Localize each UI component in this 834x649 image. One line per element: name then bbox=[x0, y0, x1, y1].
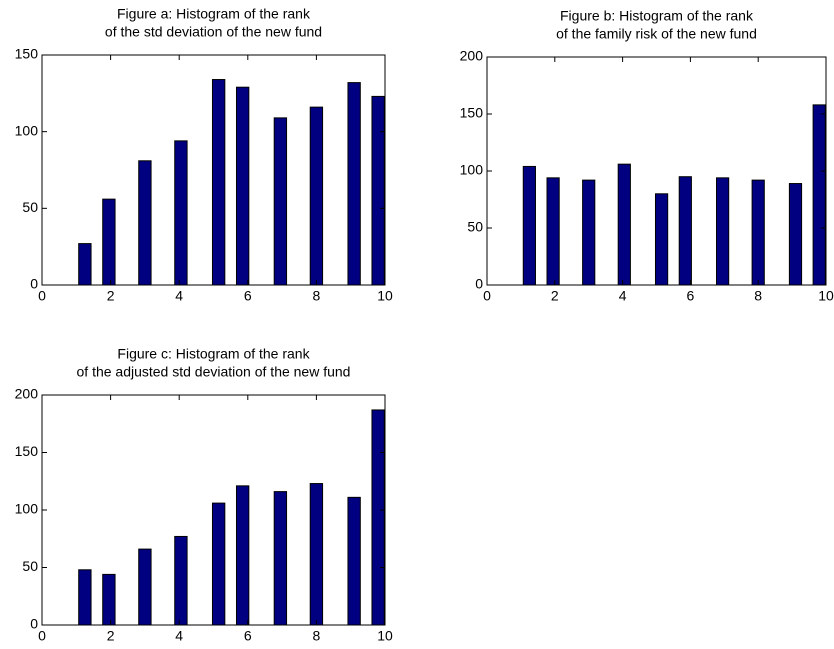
x-tick-label: 8 bbox=[754, 288, 762, 304]
x-tick-label: 8 bbox=[313, 628, 321, 644]
bar bbox=[138, 548, 152, 626]
bar bbox=[235, 485, 250, 626]
y-tick-label: 150 bbox=[15, 46, 39, 62]
bar bbox=[347, 496, 361, 626]
chart-title: Figure c: Histogram of the rank bbox=[117, 346, 310, 362]
bar bbox=[371, 95, 385, 286]
bar bbox=[371, 409, 385, 626]
y-tick-label: 200 bbox=[15, 386, 39, 402]
bar bbox=[309, 106, 324, 286]
y-tick-label: 0 bbox=[30, 276, 38, 292]
bar bbox=[812, 104, 826, 286]
x-tick-label: 2 bbox=[107, 288, 115, 304]
bar bbox=[716, 177, 730, 286]
x-tick-label: 2 bbox=[107, 628, 115, 644]
x-tick-label: 2 bbox=[551, 288, 559, 304]
y-tick-label: 50 bbox=[22, 558, 38, 574]
x-tick-label: 10 bbox=[377, 288, 393, 304]
bar bbox=[546, 177, 560, 286]
x-tick-label: 0 bbox=[483, 288, 491, 304]
y-tick-label: 50 bbox=[467, 219, 483, 235]
bar bbox=[522, 165, 536, 286]
bar bbox=[751, 179, 765, 286]
bar bbox=[102, 573, 116, 626]
chart-title: of the adjusted std deviation of the new… bbox=[77, 364, 351, 380]
x-tick-label: 8 bbox=[313, 288, 321, 304]
y-tick-label: 200 bbox=[460, 48, 484, 64]
chart-title: Figure a: Histogram of the rank bbox=[117, 6, 311, 22]
x-tick-label: 10 bbox=[818, 288, 834, 304]
x-tick-label: 6 bbox=[244, 628, 252, 644]
bar bbox=[678, 176, 692, 286]
y-tick-label: 100 bbox=[460, 162, 484, 178]
bar bbox=[78, 243, 92, 286]
x-tick-label: 4 bbox=[175, 288, 183, 304]
bar bbox=[174, 535, 188, 626]
bar bbox=[102, 198, 116, 286]
bar bbox=[138, 160, 152, 286]
bar bbox=[617, 163, 631, 286]
bar bbox=[273, 491, 288, 626]
axes-box bbox=[41, 54, 386, 286]
x-tick-label: 4 bbox=[619, 288, 627, 304]
bar bbox=[235, 86, 250, 286]
y-tick-label: 150 bbox=[15, 443, 39, 459]
chart-title: of the std deviation of the new fund bbox=[105, 24, 322, 40]
y-tick-label: 150 bbox=[460, 105, 484, 121]
bar bbox=[654, 193, 669, 286]
bar bbox=[582, 179, 596, 286]
bar bbox=[78, 569, 92, 626]
bar bbox=[347, 82, 361, 286]
x-tick-label: 0 bbox=[38, 288, 46, 304]
x-tick-label: 6 bbox=[244, 288, 252, 304]
chart-title: of the family risk of the new fund bbox=[556, 26, 757, 42]
bar bbox=[174, 140, 188, 286]
bar bbox=[211, 79, 226, 286]
bar bbox=[309, 483, 324, 626]
y-tick-label: 100 bbox=[15, 122, 39, 138]
x-tick-label: 6 bbox=[687, 288, 695, 304]
bar bbox=[211, 502, 226, 626]
x-tick-label: 4 bbox=[175, 628, 183, 644]
y-tick-label: 50 bbox=[22, 199, 38, 215]
bar bbox=[788, 183, 803, 286]
x-tick-label: 10 bbox=[377, 628, 393, 644]
y-tick-label: 100 bbox=[15, 501, 39, 517]
chart-title: Figure b: Histogram of the rank bbox=[560, 8, 754, 24]
y-tick-label: 0 bbox=[30, 616, 38, 632]
x-tick-label: 0 bbox=[38, 628, 46, 644]
y-tick-label: 0 bbox=[475, 276, 483, 292]
bar bbox=[273, 117, 288, 286]
